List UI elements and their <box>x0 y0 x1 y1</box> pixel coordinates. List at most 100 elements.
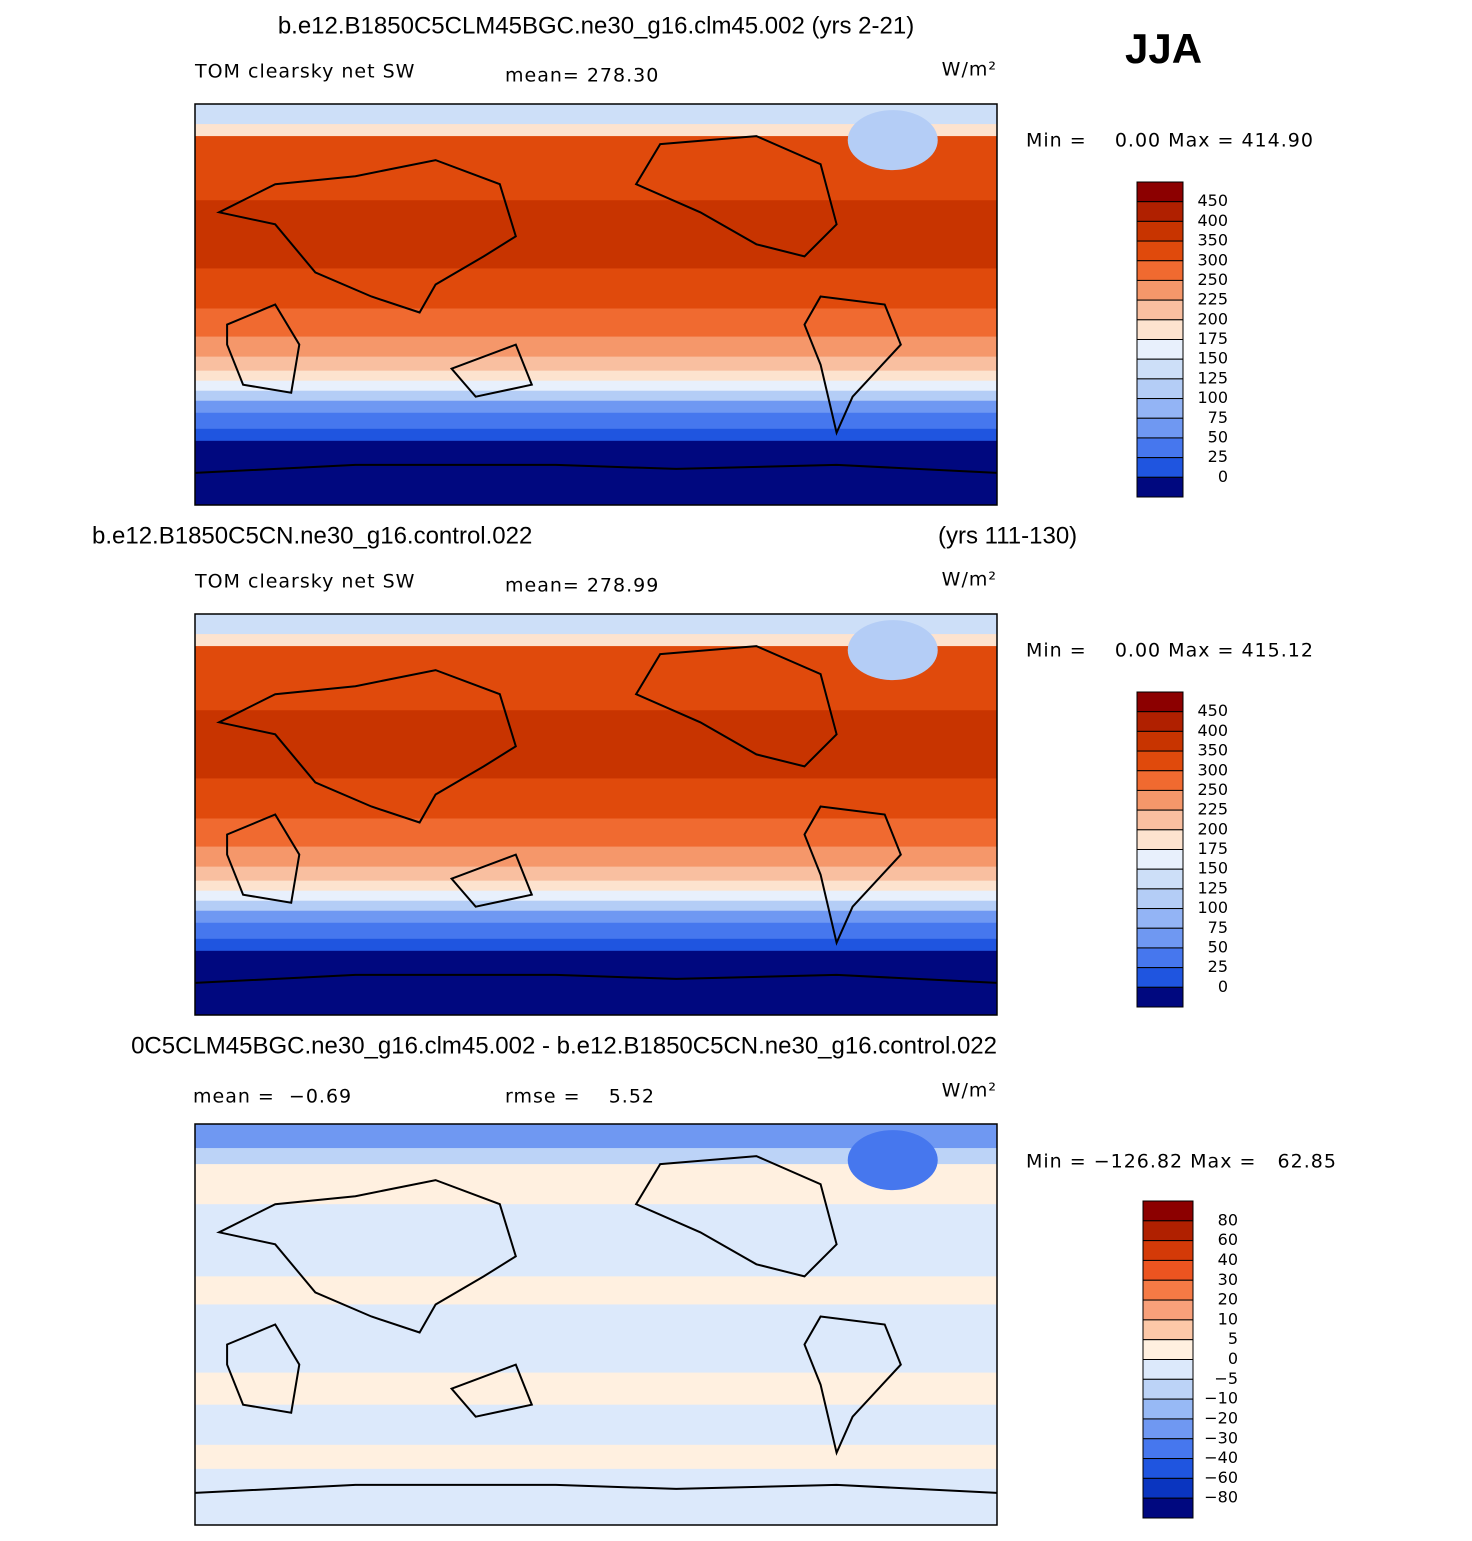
units-label: W/m² <box>942 59 997 81</box>
colorbar-label: 50 <box>1208 427 1228 446</box>
greenland <box>847 1130 938 1191</box>
colorbar-label: 0 <box>1218 977 1228 996</box>
map-band <box>195 380 997 392</box>
colorbar-box <box>1142 1200 1194 1222</box>
colorbar-box <box>1136 201 1184 222</box>
map-band <box>195 1148 997 1165</box>
map-band <box>195 634 997 647</box>
colorbar-label: 300 <box>1197 760 1228 779</box>
colorbar-box <box>1136 220 1184 242</box>
colorbar-label: 250 <box>1197 780 1228 799</box>
colorbar-label: 0 <box>1218 467 1228 486</box>
colorbar-box <box>1136 711 1184 732</box>
colorbar-box <box>1142 1398 1194 1420</box>
coastline <box>194 1483 998 1494</box>
colorbar-label: −80 <box>1204 1488 1238 1507</box>
map-band <box>195 370 997 382</box>
colorbar-box <box>1136 279 1184 301</box>
map-band <box>195 910 997 924</box>
greenland <box>847 620 938 681</box>
coastline <box>226 303 301 394</box>
colorbar-label: 30 <box>1218 1270 1238 1289</box>
map-band <box>195 336 997 358</box>
colorbar-box <box>1136 829 1184 850</box>
colorbar-label: 75 <box>1208 918 1228 937</box>
colorbar-box <box>1142 1299 1194 1321</box>
map-band <box>195 1444 997 1470</box>
colorbar-box <box>1136 417 1184 439</box>
colorbar-box <box>1136 986 1184 1008</box>
colorbar-label: 200 <box>1197 309 1228 328</box>
map-band <box>195 356 997 372</box>
panel-title: b.e12.B1850C5CLM45BGC.ne30_g16.clm45.002… <box>278 12 914 39</box>
colorbar-box <box>1142 1418 1194 1440</box>
colorbar-label: 225 <box>1197 290 1228 309</box>
map-band <box>195 846 997 868</box>
colorbar-label: 150 <box>1197 349 1228 368</box>
map-band <box>195 1304 997 1374</box>
colorbar-box <box>1136 476 1184 498</box>
map-frame <box>194 613 998 1016</box>
colorbar-box <box>1136 378 1184 400</box>
colorbar-box <box>1136 299 1184 321</box>
colorbar-label: −5 <box>1214 1369 1238 1388</box>
colorbar-box <box>1136 181 1184 203</box>
colorbar-box <box>1136 908 1184 929</box>
colorbar-box <box>1136 319 1184 340</box>
colorbar-box <box>1136 260 1184 281</box>
map <box>194 613 998 1016</box>
map-band <box>195 880 997 892</box>
colorbar-label: 10 <box>1218 1309 1238 1328</box>
map-band <box>195 818 997 848</box>
map-band <box>195 124 997 137</box>
colorbar-box <box>1136 457 1184 478</box>
map-band <box>195 1204 997 1277</box>
colorbar-label: 150 <box>1197 859 1228 878</box>
min-max: Min = −126.82 Max = 62.85 <box>1026 1151 1337 1173</box>
coastline <box>803 1315 902 1456</box>
colorbar-box <box>1136 888 1184 910</box>
colorbar-box <box>1136 927 1184 949</box>
colorbar-label: 300 <box>1197 250 1228 269</box>
colorbar-box <box>1136 809 1184 831</box>
colorbar-box <box>1136 849 1184 870</box>
colorbar-box <box>1136 789 1184 811</box>
field-label: TOM clearsky net SW <box>194 61 415 83</box>
colorbar-box <box>1142 1220 1194 1242</box>
colorbar-label: −10 <box>1204 1389 1238 1408</box>
coastline <box>449 1363 534 1418</box>
colorbar-box <box>1142 1359 1194 1380</box>
colorbar-box <box>1142 1339 1194 1360</box>
coastline <box>216 669 517 824</box>
map <box>194 1123 998 1526</box>
colorbar-label: 175 <box>1197 839 1228 858</box>
colorbar-box <box>1136 868 1184 890</box>
coastline <box>226 813 301 904</box>
colorbar-box <box>1136 967 1184 988</box>
map-band <box>195 1404 997 1446</box>
coastline <box>216 159 517 314</box>
colorbar-box <box>1142 1259 1194 1281</box>
greenland <box>847 110 938 171</box>
colorbar-label: 125 <box>1197 878 1228 897</box>
colorbar-box <box>1136 947 1184 969</box>
map-band <box>195 440 997 506</box>
coastline <box>803 295 902 436</box>
map-band <box>195 390 997 402</box>
colorbar-label: 20 <box>1218 1290 1238 1309</box>
colorbar-box <box>1142 1497 1194 1519</box>
units-label: W/m² <box>942 569 997 591</box>
colorbar-label: −60 <box>1204 1468 1238 1487</box>
panel-title: b.e12.B1850C5CN.ne30_g16.control.022 <box>92 522 532 549</box>
coastline <box>216 1179 517 1334</box>
colorbar-label: 75 <box>1208 408 1228 427</box>
colorbar-label: 50 <box>1208 937 1228 956</box>
colorbar-box <box>1136 691 1184 713</box>
colorbar-box <box>1136 750 1184 772</box>
map-band <box>195 710 997 779</box>
colorbar-box <box>1136 240 1184 262</box>
colorbar-label: 175 <box>1197 329 1228 348</box>
map-band <box>195 104 997 125</box>
